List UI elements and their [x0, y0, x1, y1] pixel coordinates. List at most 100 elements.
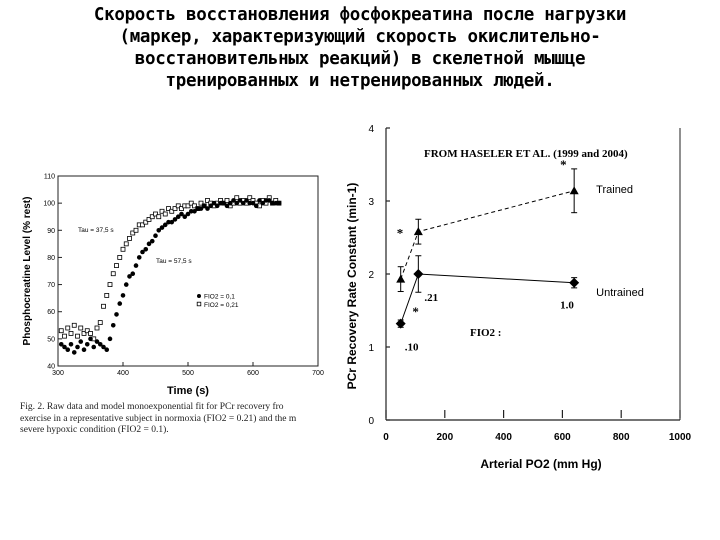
open-square-point	[162, 211, 168, 217]
open-square-point	[172, 206, 178, 211]
right-x-tick-label: 800	[613, 432, 630, 443]
trained-point	[569, 186, 579, 195]
open-square-point	[107, 282, 113, 287]
right-data-marks: Trained Untrained * * * .10 .21 1.0	[395, 157, 644, 354]
filled-circle-point	[81, 347, 87, 353]
left-x-tick-label: 700	[312, 370, 324, 377]
open-square-point	[123, 241, 129, 247]
filled-circle-point	[94, 339, 100, 344]
open-square-point	[159, 208, 165, 214]
right-x-tick-label: 200	[436, 432, 453, 443]
open-square-point	[198, 200, 204, 206]
left-x-tick-label: 600	[247, 370, 259, 377]
open-square-point	[104, 293, 110, 298]
open-square-point	[166, 206, 171, 211]
title-line-2: (маркер, характеризующий скорость окисли…	[119, 27, 601, 47]
open-square-point	[153, 211, 158, 217]
title-line-3: восстановительных реакций) в скелетной м…	[134, 49, 586, 69]
right-y-axis-label: PCr Recovery Rate Constant (min-1)	[345, 183, 359, 390]
filled-circle-point	[120, 293, 126, 298]
open-square-point	[81, 331, 87, 336]
filled-circle-point	[227, 200, 233, 206]
right-y-tick-label: 3	[368, 197, 374, 208]
open-square-point	[101, 303, 106, 309]
open-square-point	[146, 217, 152, 222]
filled-circle-point	[62, 344, 67, 350]
filled-circle-point	[175, 214, 181, 220]
open-square-point	[127, 236, 132, 241]
open-square-point	[143, 219, 149, 225]
filled-circle-point	[104, 347, 110, 353]
filled-circle-point	[263, 198, 269, 203]
filled-circle-point	[257, 198, 262, 203]
tau-filled-annotation: Tau = 57,5 s	[156, 258, 192, 265]
filled-circle-point	[201, 203, 207, 209]
filled-circle-point	[182, 214, 188, 220]
filled-circle-point	[143, 246, 149, 252]
filled-circle-point	[195, 206, 201, 211]
filled-circle-point	[133, 263, 139, 268]
open-square-point	[175, 203, 181, 209]
trained-series-label: Trained	[596, 184, 633, 196]
right-x-tick-label: 0	[383, 432, 389, 443]
left-x-axis-label: Time (s)	[167, 385, 209, 397]
open-square-point	[247, 195, 253, 201]
figure-caption: Fig. 2. Raw data and model monoexponenti…	[20, 402, 330, 437]
untrained-point	[413, 269, 424, 279]
filled-circle-point	[130, 271, 136, 277]
filled-circle-point	[211, 200, 217, 206]
pcr-rate-constant-chart: 0 200 400 600 800 1000 0 1 2 3 4 Trained Untrained *…	[345, 124, 692, 471]
open-square-point	[62, 333, 67, 339]
open-square-point	[224, 198, 230, 203]
trained-point	[413, 227, 423, 236]
slide-title: Скорость восстановления фосфокреатина по…	[0, 4, 720, 92]
filled-circle-point	[136, 255, 142, 260]
fio2-label: FIO2 :	[470, 327, 501, 339]
fio2-value-label: .10	[405, 342, 419, 354]
pcr-recovery-time-chart: 300 400 500 600 700 40 50 60 70 80 90 100 110 Time (…	[22, 174, 324, 398]
open-square-point	[117, 255, 123, 260]
filled-circle-point	[140, 249, 145, 255]
filled-circle-point	[110, 322, 116, 328]
filled-circle-point	[224, 203, 230, 209]
filled-circle-point	[114, 312, 119, 317]
left-y-tick-label: 80	[47, 255, 55, 262]
open-square-point	[120, 246, 126, 252]
filled-circle-point	[156, 227, 162, 233]
filled-circle-point	[240, 200, 246, 206]
filled-circle-point	[237, 198, 243, 203]
left-y-tick-label: 90	[47, 228, 55, 235]
filled-circle-point	[58, 341, 64, 347]
open-square-point	[179, 206, 184, 211]
filled-circle-point	[214, 203, 220, 209]
filled-circle-point	[266, 198, 272, 203]
legend-filled-marker	[197, 294, 201, 298]
right-x-tick-label: 1000	[669, 432, 692, 443]
legend-open-marker	[196, 301, 202, 307]
open-square-point	[140, 222, 145, 228]
right-ticks: 0 200 400 600 800 1000 0 1 2 3 4	[368, 124, 691, 443]
filled-circle-point	[231, 198, 236, 203]
open-square-point	[71, 322, 77, 328]
open-square-point	[185, 203, 191, 209]
right-y-tick-label: 0	[368, 416, 374, 427]
caption-line-2: exercise in a representative subject in …	[20, 413, 297, 424]
filled-circle-point	[185, 211, 191, 217]
filled-circle-point	[101, 344, 106, 350]
left-y-tick-label: 40	[47, 364, 55, 371]
filled-circle-point	[260, 200, 266, 206]
filled-circle-point	[91, 344, 97, 350]
open-square-point	[58, 328, 64, 334]
right-chart-title: FROM HASELER ET AL. (1999 and 2004)	[424, 148, 628, 160]
open-square-point	[94, 325, 100, 331]
title-line-1: Скорость восстановления фосфокреатина по…	[93, 5, 627, 25]
filled-circle-point	[208, 203, 214, 209]
legend-filled-label: FIO2 = 0,1	[204, 294, 235, 301]
title-line-4: тренированных и нетренированных людей.	[165, 71, 555, 91]
left-x-tick-label: 500	[182, 370, 194, 377]
filled-circle-point	[88, 336, 93, 342]
filled-circle-point	[247, 200, 253, 206]
fio2-value-label: 1.0	[560, 299, 574, 311]
filled-circle-point	[78, 339, 84, 344]
caption-line-3: severe hypoxic condition (FIO2 = 0.1).	[20, 425, 169, 435]
